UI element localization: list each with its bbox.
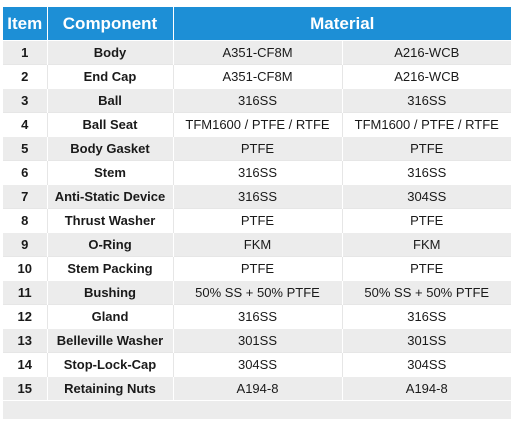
- component-cell: Retaining Nuts: [47, 376, 174, 400]
- material-cell-1: FKM: [173, 232, 343, 257]
- component-cell: Bushing: [47, 280, 174, 305]
- material-cell-2: 304SS: [342, 352, 511, 377]
- component-cell: Stem: [47, 160, 174, 185]
- item-cell: 5: [3, 136, 48, 161]
- table-row: 15 Retaining Nuts A194-8 A194-8: [3, 376, 511, 400]
- material-cell-2: A194-8: [342, 376, 511, 400]
- component-cell: Belleville Washer: [47, 328, 174, 353]
- component-cell: Gland: [47, 304, 174, 329]
- material-cell-1: PTFE: [173, 256, 343, 281]
- component-cell: Thrust Washer: [47, 208, 174, 233]
- table-footer-band: [3, 401, 511, 419]
- table-header-row: Item Component Material: [3, 7, 511, 41]
- material-cell-2: 316SS: [342, 88, 511, 113]
- item-cell: 3: [3, 88, 48, 113]
- table-row: 3 Ball 316SS 316SS: [3, 88, 511, 113]
- table-row: 9 O-Ring FKM FKM: [3, 232, 511, 257]
- material-cell-2: PTFE: [342, 136, 511, 161]
- table-row: 10 Stem Packing PTFE PTFE: [3, 256, 511, 281]
- material-cell-1: A351-CF8M: [173, 40, 343, 65]
- material-cell-2: A216-WCB: [342, 40, 511, 65]
- material-cell-1: A351-CF8M: [173, 64, 343, 89]
- component-cell: Stop-Lock-Cap: [47, 352, 174, 377]
- material-cell-2: TFM1600 / PTFE / RTFE: [342, 112, 511, 137]
- item-cell: 10: [3, 256, 48, 281]
- table-row: 12 Gland 316SS 316SS: [3, 304, 511, 329]
- header-material: Material: [173, 7, 511, 41]
- item-cell: 6: [3, 160, 48, 185]
- component-cell: Stem Packing: [47, 256, 174, 281]
- material-cell-1: PTFE: [173, 136, 343, 161]
- item-cell: 9: [3, 232, 48, 257]
- component-cell: O-Ring: [47, 232, 174, 257]
- item-cell: 4: [3, 112, 48, 137]
- component-cell: Ball: [47, 88, 174, 113]
- table-row: 4 Ball Seat TFM1600 / PTFE / RTFE TFM1600 /…: [3, 112, 511, 137]
- material-cell-2: PTFE: [342, 208, 511, 233]
- component-cell: Body Gasket: [47, 136, 174, 161]
- material-cell-1: A194-8: [173, 376, 343, 400]
- item-cell: 12: [3, 304, 48, 329]
- table-row: 14 Stop-Lock-Cap 304SS 304SS: [3, 352, 511, 377]
- material-cell-2: 50% SS + 50% PTFE: [342, 280, 511, 305]
- component-cell: Ball Seat: [47, 112, 174, 137]
- item-cell: 7: [3, 184, 48, 209]
- table-row: 6 Stem 316SS 316SS: [3, 160, 511, 185]
- materials-table: Item Component Material 1 Body A351-CF8M A2…: [3, 7, 511, 400]
- material-cell-1: 316SS: [173, 184, 343, 209]
- item-cell: 14: [3, 352, 48, 377]
- item-cell: 13: [3, 328, 48, 353]
- header-component: Component: [47, 7, 174, 41]
- material-cell-1: 316SS: [173, 88, 343, 113]
- material-cell-1: TFM1600 / PTFE / RTFE: [173, 112, 343, 137]
- material-cell-2: 316SS: [342, 160, 511, 185]
- table-row: 8 Thrust Washer PTFE PTFE: [3, 208, 511, 233]
- header-item: Item: [3, 7, 48, 41]
- material-cell-1: 50% SS + 50% PTFE: [173, 280, 343, 305]
- material-cell-2: FKM: [342, 232, 511, 257]
- table-row: 7 Anti-Static Device 316SS 304SS: [3, 184, 511, 209]
- component-cell: End Cap: [47, 64, 174, 89]
- table-row: 1 Body A351-CF8M A216-WCB: [3, 40, 511, 65]
- material-cell-1: 316SS: [173, 160, 343, 185]
- component-cell: Body: [47, 40, 174, 65]
- item-cell: 8: [3, 208, 48, 233]
- item-cell: 11: [3, 280, 48, 305]
- material-cell-2: A216-WCB: [342, 64, 511, 89]
- item-cell: 1: [3, 40, 48, 65]
- material-cell-2: 316SS: [342, 304, 511, 329]
- material-cell-1: PTFE: [173, 208, 343, 233]
- table-row: 2 End Cap A351-CF8M A216-WCB: [3, 64, 511, 89]
- material-cell-2: 301SS: [342, 328, 511, 353]
- item-cell: 2: [3, 64, 48, 89]
- material-cell-1: 304SS: [173, 352, 343, 377]
- material-cell-1: 316SS: [173, 304, 343, 329]
- table-row: 13 Belleville Washer 301SS 301SS: [3, 328, 511, 353]
- item-cell: 15: [3, 376, 48, 400]
- material-cell-2: 304SS: [342, 184, 511, 209]
- material-cell-1: 301SS: [173, 328, 343, 353]
- table-row: 5 Body Gasket PTFE PTFE: [3, 136, 511, 161]
- table-body: 1 Body A351-CF8M A216-WCB 2 End Cap A351-CF8M A…: [3, 40, 511, 400]
- table-row: 11 Bushing 50% SS + 50% PTFE 50% SS + 50% P…: [3, 280, 511, 305]
- material-cell-2: PTFE: [342, 256, 511, 281]
- component-cell: Anti-Static Device: [47, 184, 174, 209]
